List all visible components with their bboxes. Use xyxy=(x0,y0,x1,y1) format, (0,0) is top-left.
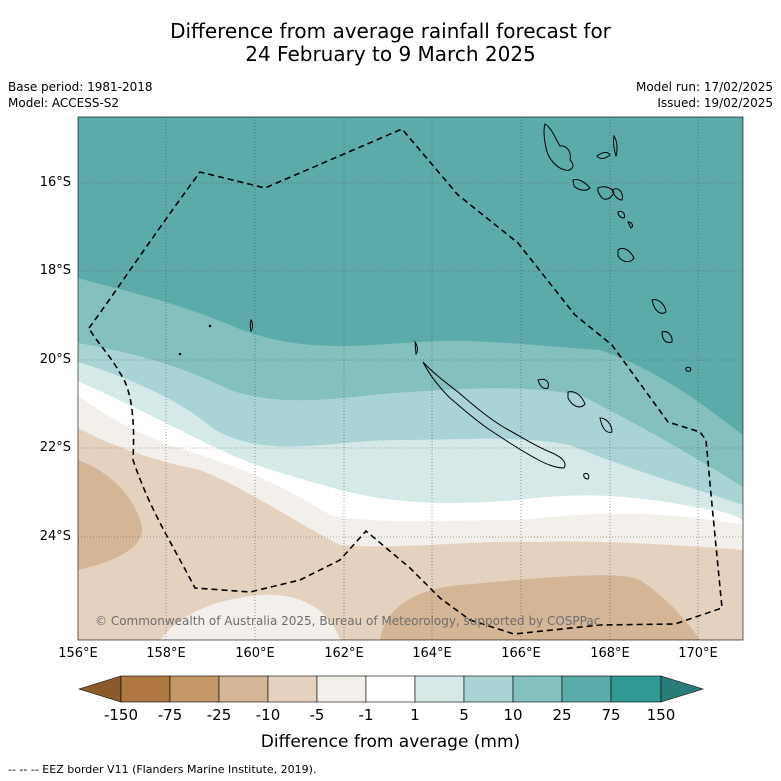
issued-text: Issued: 19/02/2025 xyxy=(657,96,773,110)
lat-label: 20°S xyxy=(39,352,71,367)
colorbar-segment xyxy=(120,675,171,703)
anomaly-band-minus10-minus25-west xyxy=(78,460,142,570)
small-islands-coastline xyxy=(178,319,253,356)
map-title-line1: Difference from average rainfall forecas… xyxy=(170,19,611,43)
model-run-text: Model run: 17/02/2025 xyxy=(635,80,773,94)
colorbar-tick: 10 xyxy=(503,706,523,724)
colorbar-tick: 25 xyxy=(552,706,572,724)
metadata-left: Base period: 1981-2018 Model: ACCESS-S2 xyxy=(8,79,153,111)
map-plot-area xyxy=(78,117,743,640)
colorbar-segment xyxy=(414,675,465,703)
colorbar-tick: 1 xyxy=(410,706,420,724)
map-title: Difference from average rainfall forecas… xyxy=(0,20,781,66)
colorbar-segment xyxy=(561,675,612,703)
copyright-notice: © Commonwealth of Australia 2025, Bureau… xyxy=(95,614,601,628)
anomaly-band-minus10-minus25-south xyxy=(380,575,700,640)
map-title-line2: 24 February to 9 March 2025 xyxy=(245,42,536,66)
lat-label: 18°S xyxy=(39,263,71,278)
colorbar-segment xyxy=(169,675,220,703)
map-frame xyxy=(77,116,744,641)
colorbar-tick: -1 xyxy=(358,706,374,724)
lon-label: 166°E xyxy=(501,646,541,661)
colorbar-tick: -150 xyxy=(103,706,139,724)
anomaly-band-neutral-south xyxy=(160,594,340,640)
eez-border xyxy=(88,128,723,635)
lon-label: 162°E xyxy=(324,646,364,661)
lon-label: 164°E xyxy=(412,646,452,661)
graticule xyxy=(78,117,743,640)
lon-label: 158°E xyxy=(146,646,186,661)
colorbar-tick: -5 xyxy=(309,706,325,724)
colorbar-tick: 5 xyxy=(459,706,469,724)
colorbar-segment xyxy=(218,675,269,703)
lon-label: 160°E xyxy=(235,646,275,661)
eez-legend-note: -- -- -- EEZ border V11 (Flanders Marine… xyxy=(8,763,317,776)
colorbar-tick: -10 xyxy=(255,706,281,724)
lat-label: 24°S xyxy=(39,529,71,544)
lat-label: 22°S xyxy=(39,440,71,455)
colorbar-tick: 75 xyxy=(601,706,621,724)
colorbar-tick: 150 xyxy=(646,706,676,724)
lon-label: 170°E xyxy=(678,646,718,661)
colorbar-tick: -25 xyxy=(206,706,232,724)
colorbar-extend-high xyxy=(660,675,705,703)
new-caledonia-coastline xyxy=(414,340,613,480)
colorbar-segment xyxy=(512,675,563,703)
vanuatu-coastline xyxy=(543,123,692,372)
colorbar-segment xyxy=(365,675,416,703)
model-text: Model: ACCESS-S2 xyxy=(8,96,120,110)
colorbar-tick: -75 xyxy=(157,706,183,724)
lat-label: 16°S xyxy=(39,175,71,190)
lon-label: 168°E xyxy=(590,646,630,661)
colorbar-segment xyxy=(267,675,318,703)
colorbar-segment xyxy=(316,675,367,703)
colorbar-segment xyxy=(463,675,514,703)
base-period-text: Base period: 1981-2018 xyxy=(8,80,153,94)
colorbar-label: Difference from average (mm) xyxy=(260,732,521,752)
metadata-right: Model run: 17/02/2025 Issued: 19/02/2025 xyxy=(636,79,773,111)
colorbar-extend-low xyxy=(77,675,122,703)
colorbar xyxy=(77,675,705,703)
lon-label: 156°E xyxy=(58,646,98,661)
colorbar-segment xyxy=(610,675,662,703)
